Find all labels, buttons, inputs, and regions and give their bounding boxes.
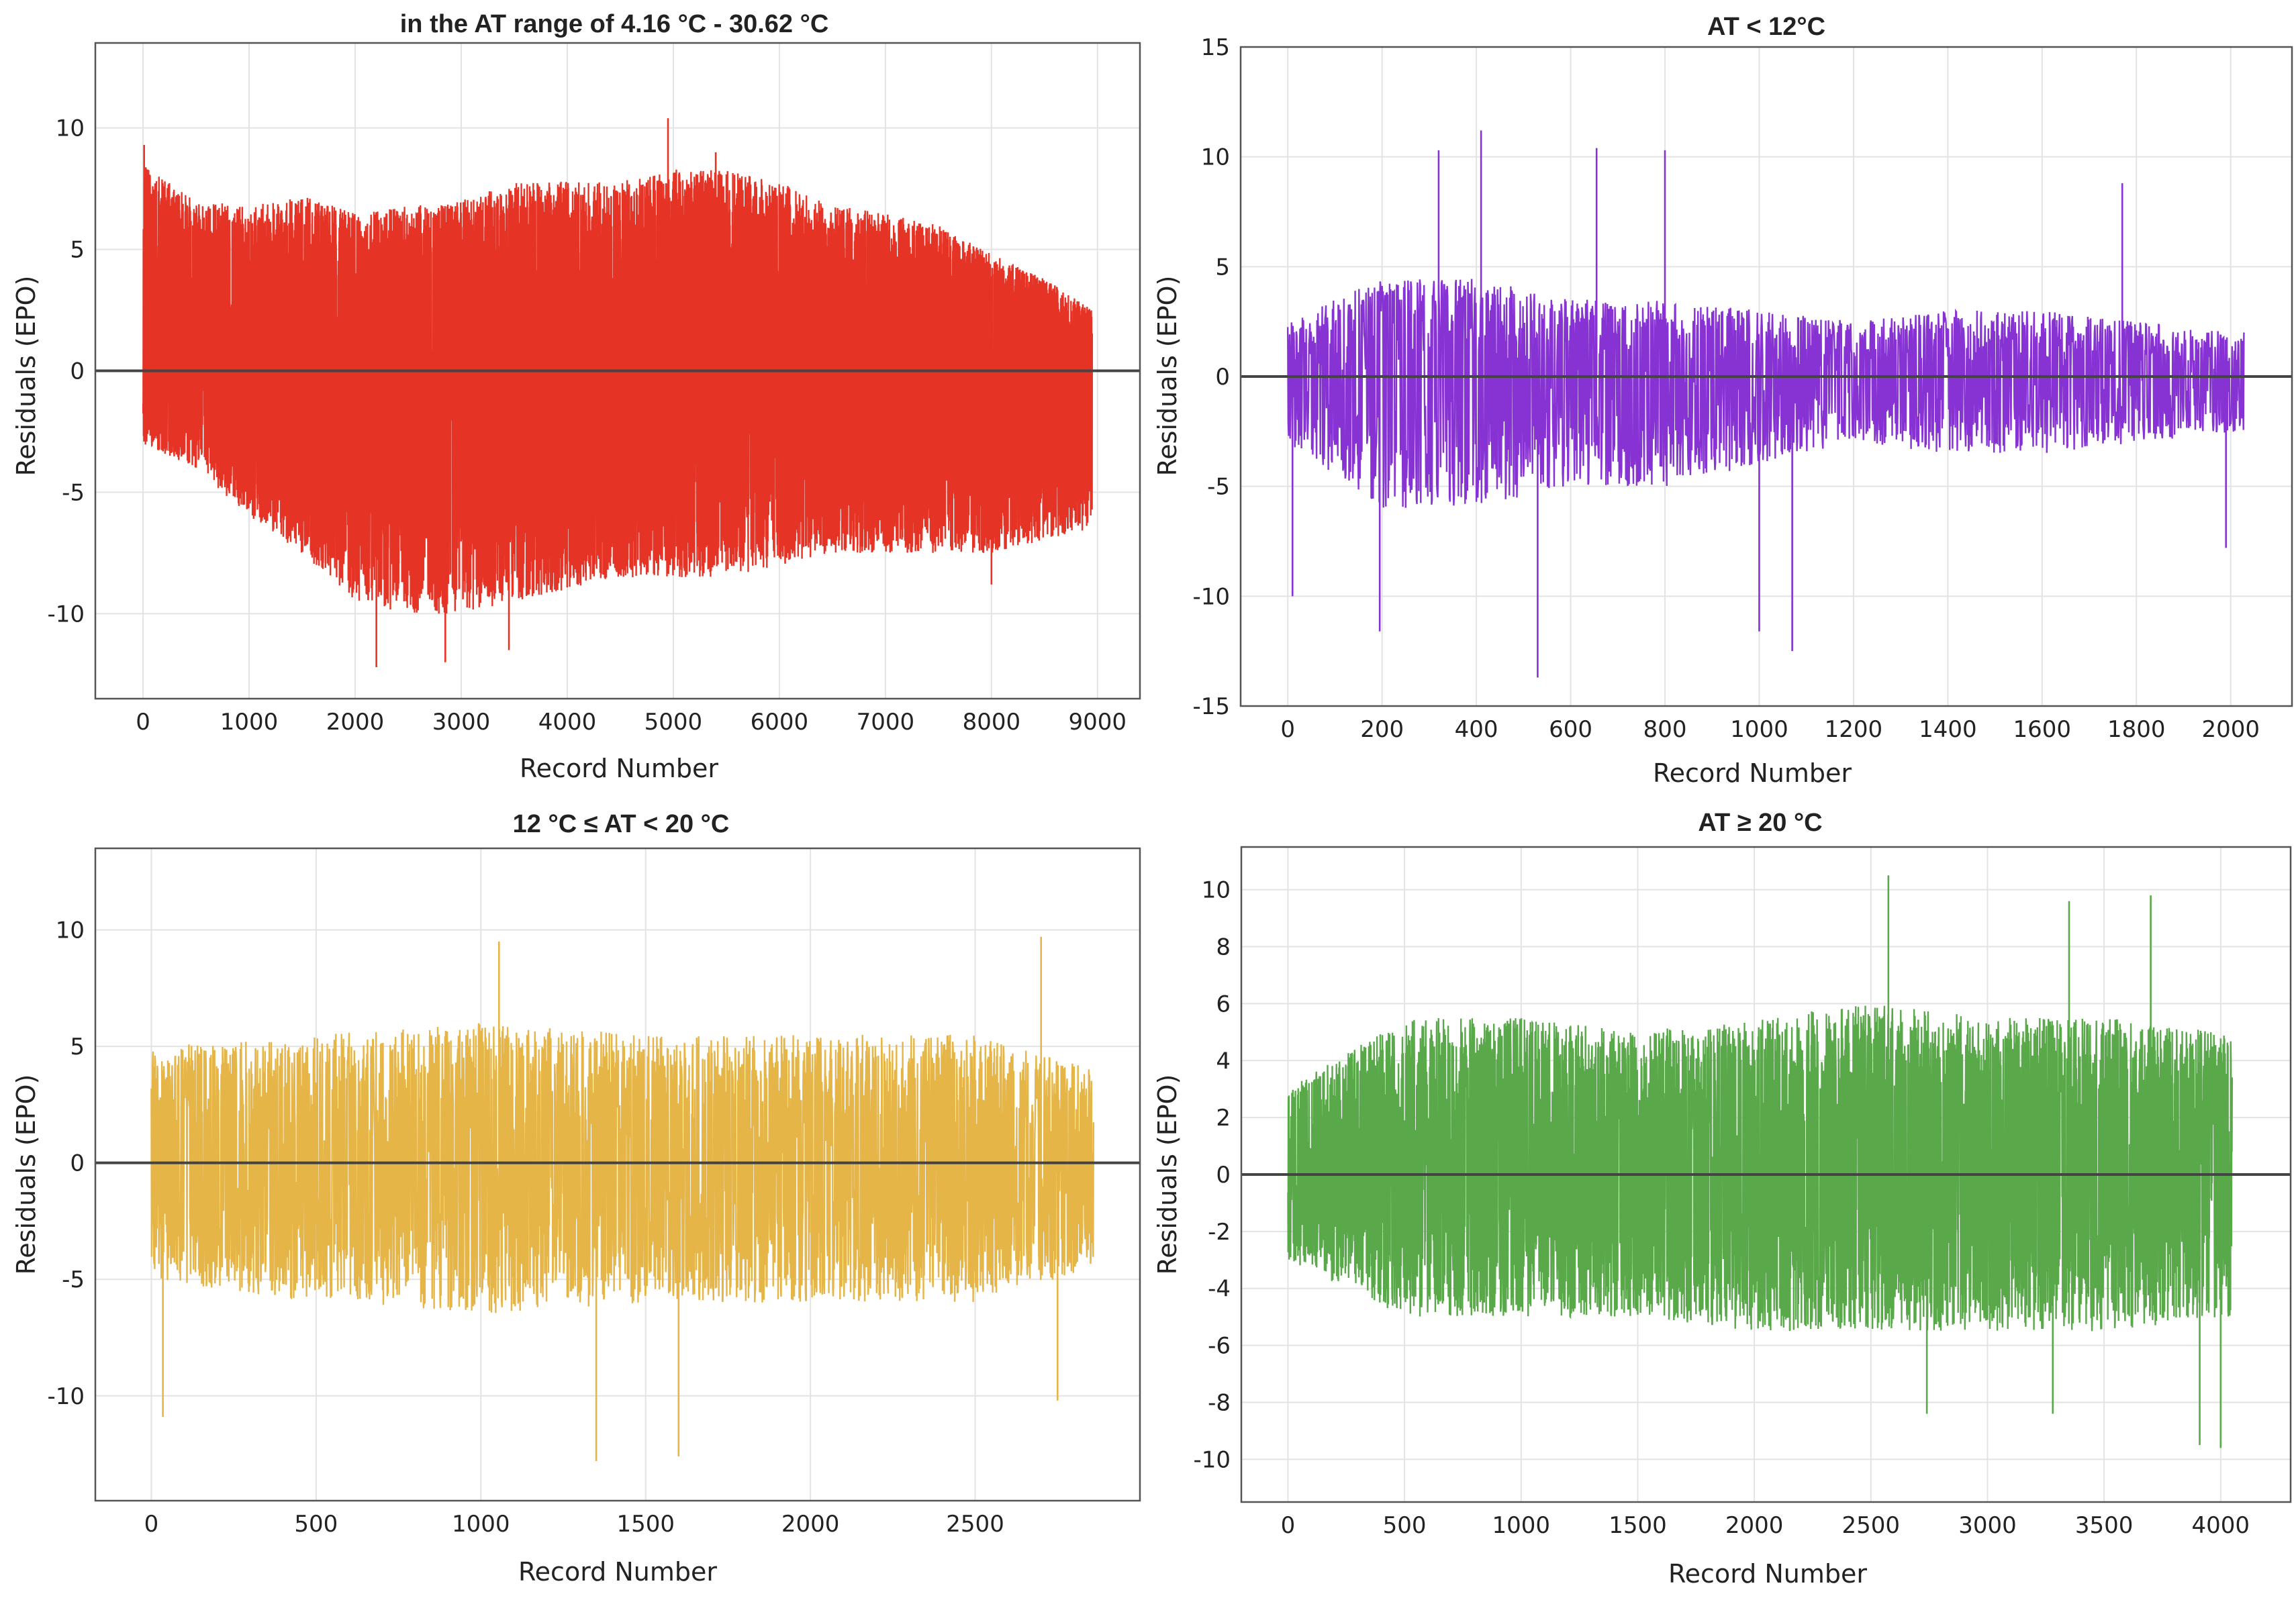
- x-tick-label: 600: [1549, 716, 1592, 743]
- x-tick-label: 4000: [2192, 1512, 2250, 1539]
- x-tick-label: 2000: [1725, 1512, 1784, 1539]
- panel-title: in the AT range of 4.16 °C - 30.62 °C: [400, 10, 829, 38]
- x-tick-label: 1000: [220, 709, 279, 736]
- x-tick-label: 400: [1455, 716, 1498, 743]
- x-tick-label: 1200: [1825, 716, 1883, 743]
- y-tick-label: 8: [1216, 934, 1231, 961]
- y-tick-label: -8: [1208, 1389, 1231, 1416]
- y-axis-label: Residuals (EPO): [1153, 1075, 1182, 1275]
- panel-top-left: in the AT range of 4.16 °C - 30.62 °C Re…: [11, 10, 1141, 783]
- y-tick-label: -10: [47, 1383, 85, 1410]
- x-tick-label: 0: [1280, 716, 1295, 743]
- x-tick-label: 7000: [857, 709, 915, 736]
- x-tick-label: 0: [1281, 1512, 1296, 1539]
- x-tick-label: 2000: [326, 709, 385, 736]
- y-tick-label: 10: [1201, 144, 1230, 171]
- axes-frame: [94, 847, 1141, 1502]
- x-tick-label: 500: [294, 1511, 338, 1538]
- panel-title: AT < 12°C: [1707, 13, 1825, 41]
- y-tick-label: 4: [1216, 1048, 1231, 1075]
- y-tick-label: 5: [70, 237, 85, 264]
- y-tick-label: 2: [1216, 1105, 1231, 1132]
- y-tick-label: 10: [56, 917, 85, 944]
- y-tick-label: 5: [1215, 254, 1230, 281]
- axes-frame: [1240, 846, 2292, 1503]
- y-tick-label: -4: [1208, 1276, 1231, 1303]
- panel-bottom-right: AT ≥ 20 °C Residuals (EPO) Record Number…: [1153, 809, 2292, 1589]
- y-tick-label: -15: [1192, 693, 1230, 720]
- y-axis-label: Residuals (EPO): [11, 276, 41, 477]
- x-tick-label: 3500: [2075, 1512, 2134, 1539]
- x-tick-label: 3000: [1958, 1512, 2017, 1539]
- x-tick-label: 1000: [452, 1511, 510, 1538]
- y-tick-label: 0: [1216, 1162, 1231, 1189]
- residual-series: [1287, 1005, 2233, 1332]
- x-tick-label: 0: [144, 1511, 159, 1538]
- x-tick-label: 8000: [963, 709, 1021, 736]
- x-tick-label: 500: [1383, 1512, 1427, 1539]
- y-tick-label: -10: [47, 601, 85, 628]
- panel-title: 12 °C ≤ AT < 20 °C: [513, 810, 730, 838]
- x-tick-label: 1500: [1609, 1512, 1667, 1539]
- y-tick-label: 0: [70, 1150, 85, 1177]
- x-tick-label: 1000: [1492, 1512, 1551, 1539]
- y-tick-label: 5: [70, 1034, 85, 1060]
- axes-frame: [94, 42, 1141, 700]
- panel-title: AT ≥ 20 °C: [1698, 809, 1822, 837]
- y-tick-label: -5: [62, 1266, 85, 1293]
- y-axis-label: Residuals (EPO): [11, 1075, 41, 1275]
- x-tick-label: 1800: [2107, 716, 2166, 743]
- residual-series: [142, 167, 1093, 614]
- y-tick-label: -2: [1208, 1219, 1231, 1246]
- x-tick-label: 200: [1360, 716, 1404, 743]
- residual-series: [150, 1023, 1094, 1313]
- y-tick-label: 0: [70, 358, 85, 385]
- x-axis-label: Record Number: [1653, 758, 1852, 788]
- axes-frame: [1239, 46, 2293, 707]
- x-tick-label: 2000: [2201, 716, 2260, 743]
- x-tick-label: 3000: [432, 709, 491, 736]
- x-tick-label: 5000: [644, 709, 703, 736]
- x-tick-label: 2500: [1842, 1512, 1901, 1539]
- residual-series: [1287, 279, 2246, 508]
- x-tick-label: 1400: [1919, 716, 1977, 743]
- y-axis-label: Residuals (EPO): [1153, 276, 1182, 477]
- panel-bottom-left: 12 °C ≤ AT < 20 °C Residuals (EPO) Recor…: [11, 810, 1141, 1587]
- x-axis-label: Record Number: [1668, 1559, 1867, 1589]
- y-tick-label: -5: [62, 479, 85, 506]
- y-tick-label: 0: [1215, 364, 1230, 391]
- x-tick-label: 1600: [2013, 716, 2072, 743]
- x-tick-label: 1000: [1730, 716, 1788, 743]
- y-tick-label: -10: [1193, 1446, 1231, 1473]
- y-tick-label: 15: [1201, 34, 1230, 61]
- y-tick-label: -10: [1192, 583, 1230, 610]
- x-tick-label: 1500: [616, 1511, 675, 1538]
- x-tick-label: 6000: [751, 709, 809, 736]
- y-tick-label: -6: [1208, 1333, 1231, 1360]
- y-tick-label: 10: [1202, 877, 1231, 904]
- x-axis-label: Record Number: [520, 754, 718, 783]
- x-tick-label: 2500: [946, 1511, 1004, 1538]
- x-tick-label: 2000: [781, 1511, 840, 1538]
- x-tick-label: 9000: [1069, 709, 1127, 736]
- panel-top-right: AT < 12°C Residuals (EPO) Record Number …: [1153, 13, 2293, 788]
- x-axis-label: Record Number: [518, 1557, 717, 1587]
- y-tick-label: 10: [56, 115, 85, 142]
- x-tick-label: 0: [136, 709, 150, 736]
- x-tick-label: 4000: [538, 709, 597, 736]
- y-tick-label: -5: [1207, 474, 1230, 501]
- x-tick-label: 800: [1643, 716, 1687, 743]
- y-tick-label: 6: [1216, 991, 1231, 1017]
